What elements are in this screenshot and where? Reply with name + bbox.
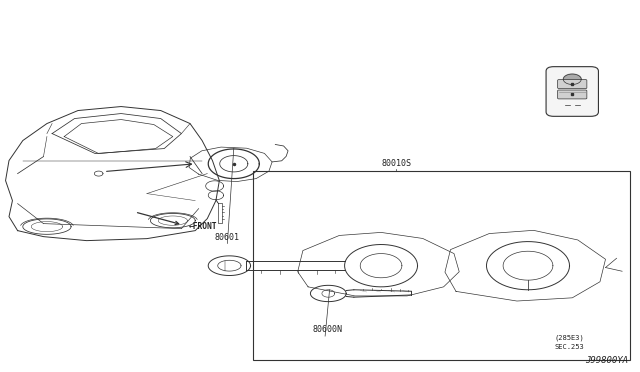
Text: (285E3): (285E3) (554, 335, 584, 341)
Polygon shape (563, 74, 581, 84)
Text: 80010S: 80010S (381, 159, 411, 168)
FancyBboxPatch shape (557, 80, 587, 89)
Bar (253, 171, 630, 360)
Text: SEC.253: SEC.253 (554, 343, 584, 350)
Text: 80600N: 80600N (312, 325, 342, 334)
Text: J99800YA: J99800YA (585, 356, 628, 365)
Text: ←FRONT: ←FRONT (189, 222, 218, 231)
FancyBboxPatch shape (546, 67, 598, 116)
Text: 80601: 80601 (215, 232, 240, 241)
FancyBboxPatch shape (557, 90, 587, 99)
